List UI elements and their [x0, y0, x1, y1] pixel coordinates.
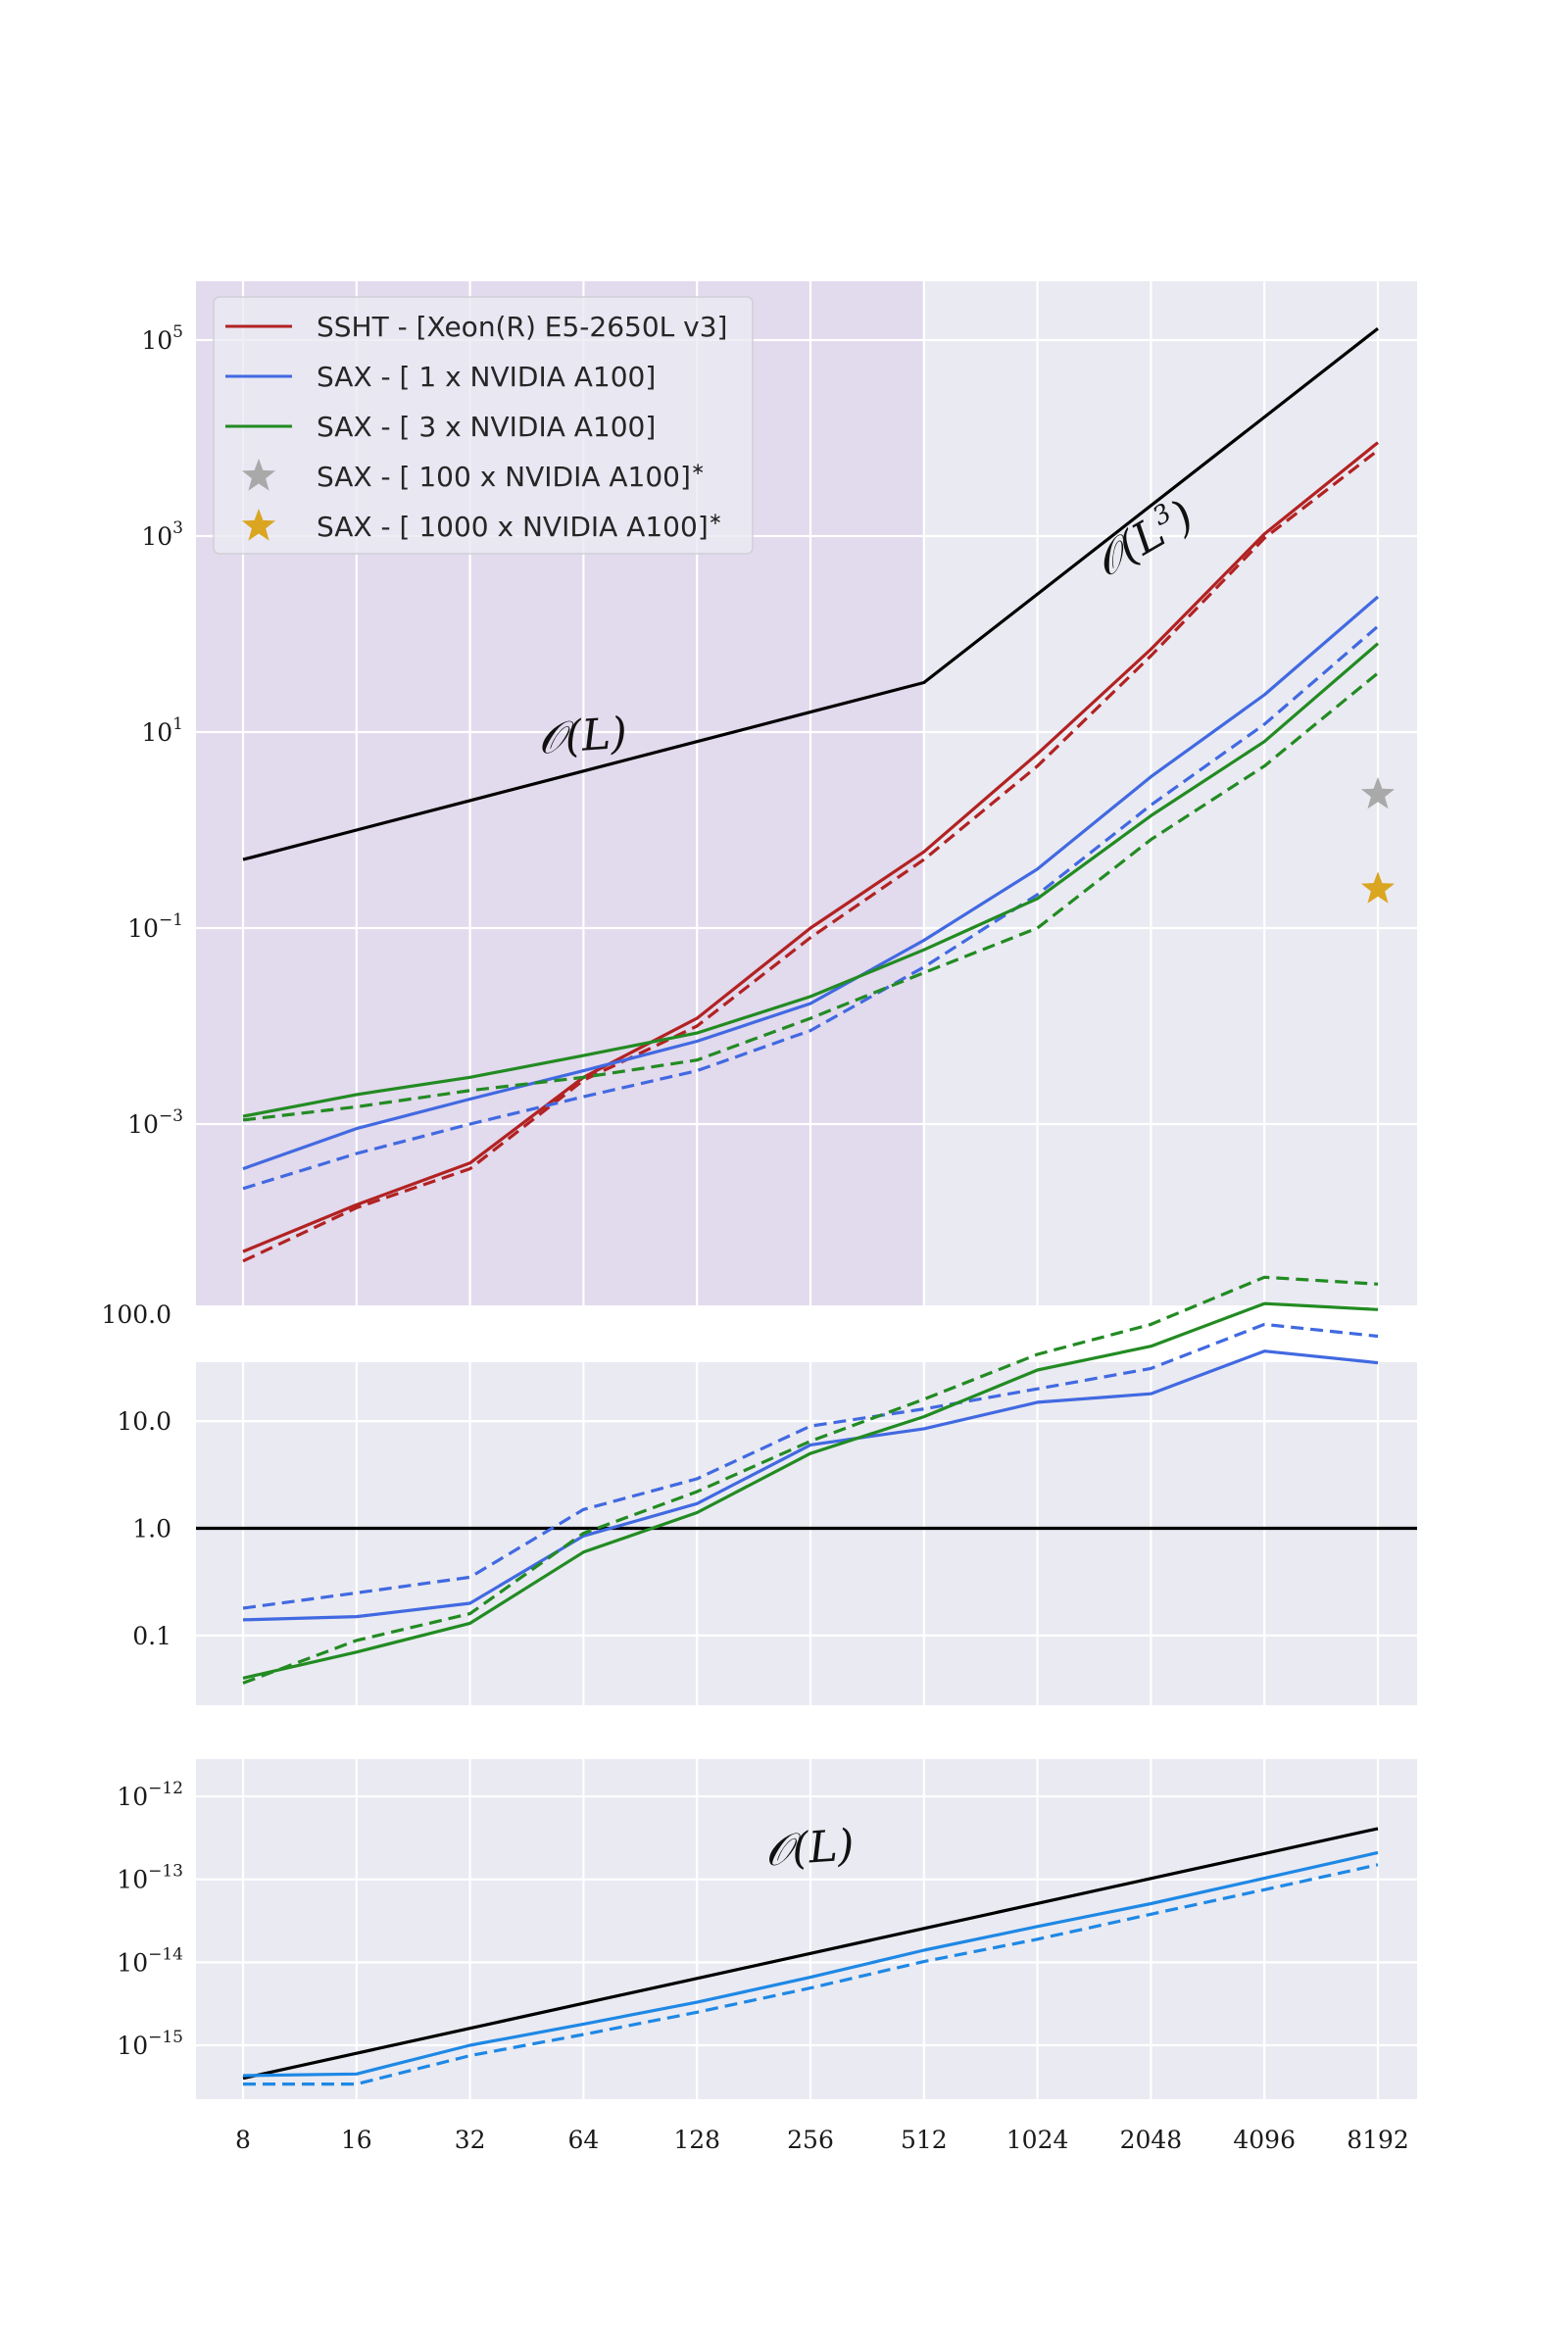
series-line-1-2	[242, 1301, 1379, 1680]
legend-label-sax-100: SAX - [ 100 x NVIDIA A100]∗	[317, 460, 705, 493]
y-tick-label: 10−3	[127, 1106, 183, 1139]
y-tick-label: 10−13	[117, 1862, 183, 1894]
y-tick-label: 0.1	[132, 1622, 172, 1650]
x-tick-label: 256	[787, 2126, 834, 2154]
series-line-0-5	[242, 671, 1380, 1122]
x-tick-label: 16	[341, 2126, 372, 2154]
legend-label-sax-1000: SAX - [ 1000 x NVIDIA A100]∗	[317, 510, 722, 543]
series-line-0-3	[242, 624, 1380, 1191]
series-line-0-2	[242, 595, 1380, 1171]
x-tick-label: 32	[455, 2126, 486, 2154]
x-tick-label: 2048	[1120, 2126, 1183, 2154]
legend-box	[213, 296, 754, 555]
star-icon	[241, 509, 276, 541]
y-tick-label: 101	[141, 714, 183, 747]
series-line-0-6	[242, 326, 1379, 861]
y-tick-label: 10−14	[117, 1944, 183, 1977]
complexity-annotation: 𝒪(L)	[763, 1820, 857, 1876]
x-tick-label: 128	[673, 2126, 720, 2154]
complexity-annotation: 𝒪(L)	[536, 709, 629, 764]
star-marker	[1360, 871, 1396, 904]
series-line-1-3	[242, 1275, 1379, 1685]
series-line-0-4	[242, 642, 1380, 1118]
legend-label-sax-3: SAX - [ 3 x NVIDIA A100]	[317, 411, 656, 443]
star-icon	[241, 459, 276, 491]
star-marker	[1360, 776, 1396, 809]
legend-label-ssht: SSHT - [Xeon(R) E5-2650L v3]	[317, 311, 727, 343]
legend-label-sax-1: SAX - [ 1 x NVIDIA A100]	[317, 361, 656, 393]
series-line-2-1	[242, 1850, 1379, 2078]
series-line-2-0	[242, 1827, 1379, 2081]
x-tick-label: 4096	[1233, 2126, 1296, 2154]
panel-middle-background	[196, 1362, 1417, 1705]
y-tick-label: 105	[141, 322, 183, 355]
x-tick-label: 8192	[1347, 2126, 1409, 2154]
y-tick-label: 10−1	[127, 910, 183, 943]
y-tick-label: 10.0	[117, 1407, 172, 1436]
series-line-0-1	[242, 449, 1379, 1263]
y-tick-label: 10−15	[117, 2028, 183, 2060]
legend: SSHT - [Xeon(R) E5-2650L v3] SAX - [ 1 x…	[213, 296, 754, 555]
x-tick-label: 512	[901, 2126, 948, 2154]
series-line-1-0	[242, 1349, 1379, 1622]
y-tick-label: 1.0	[132, 1515, 172, 1544]
series-line-1-1	[242, 1322, 1379, 1610]
series-line-2-2	[243, 1863, 1379, 2086]
y-tick-label: 10−12	[117, 1779, 183, 1811]
y-tick-label: 103	[141, 518, 183, 551]
series-line-0-0	[242, 441, 1380, 1253]
y-tick-label: 100.0	[101, 1300, 172, 1329]
x-tick-label: 1024	[1006, 2126, 1069, 2154]
x-tick-label: 64	[567, 2126, 599, 2154]
x-tick-label: 8	[235, 2126, 251, 2154]
